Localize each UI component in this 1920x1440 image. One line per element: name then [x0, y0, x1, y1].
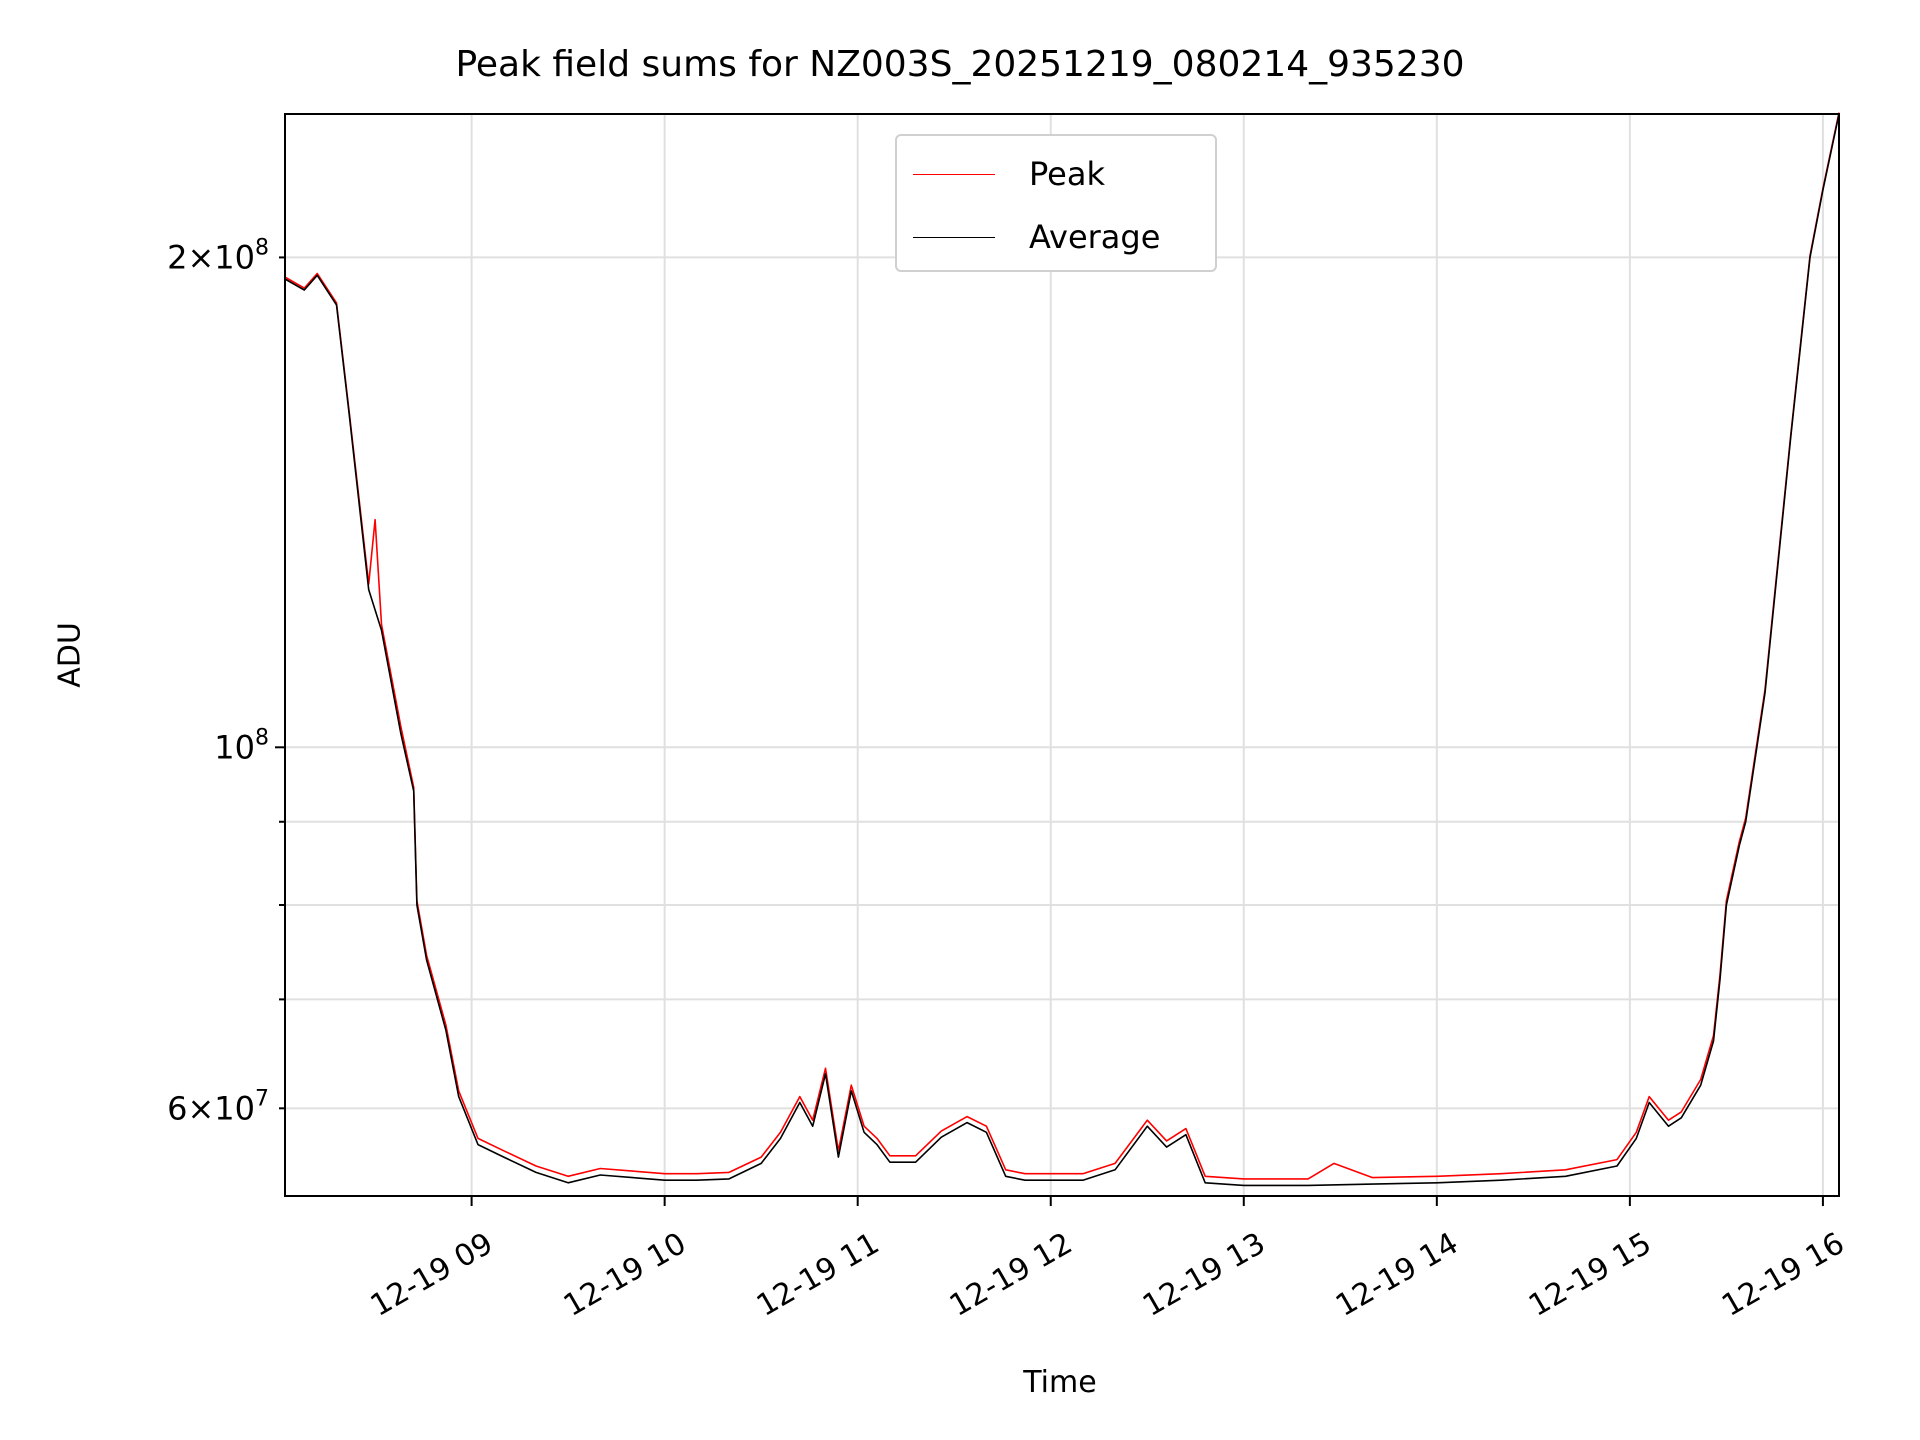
y-tick-label: 6×107	[167, 1086, 269, 1127]
plot-lines	[284, 112, 1840, 1187]
y-axis: 108 6×107 2×108	[167, 235, 285, 1127]
x-tick-label: 12-19 13	[1137, 1226, 1271, 1324]
series-line-peak	[284, 112, 1840, 1180]
legend-item-average: Average	[913, 218, 1161, 256]
y-tick-label: 2×108	[167, 235, 269, 276]
x-tick-label: 12-19 10	[558, 1226, 692, 1324]
x-tick-label: 12-19 11	[751, 1226, 885, 1324]
x-tick-label: 12-19 15	[1523, 1226, 1657, 1324]
legend-item-peak: Peak	[913, 155, 1105, 193]
x-tick-label: 12-19 12	[944, 1226, 1078, 1324]
x-axis-label: Time	[1023, 1365, 1097, 1400]
chart-title: Peak field sums for NZ003S_20251219_0802…	[455, 44, 1465, 85]
grid-lines	[285, 114, 1839, 1196]
legend-swatch-peak	[913, 173, 995, 175]
series-line-average	[284, 113, 1840, 1187]
y-tick-label: 108	[214, 725, 269, 766]
x-tick-label: 12-19 16	[1716, 1226, 1850, 1324]
y-axis-label: ADU	[52, 622, 88, 688]
plot-frame	[284, 113, 1840, 1197]
x-tick-label: 12-19 14	[1330, 1226, 1464, 1324]
legend: Peak Average	[895, 134, 1217, 272]
x-axis: 12-19 09 12-19 10 12-19 11 12-19 12 12-19 13…	[365, 1196, 1850, 1324]
legend-swatch-average	[913, 236, 995, 238]
x-tick-label: 12-19 09	[365, 1226, 499, 1324]
legend-label-average: Average	[1029, 218, 1161, 256]
legend-label-peak: Peak	[1029, 155, 1105, 193]
